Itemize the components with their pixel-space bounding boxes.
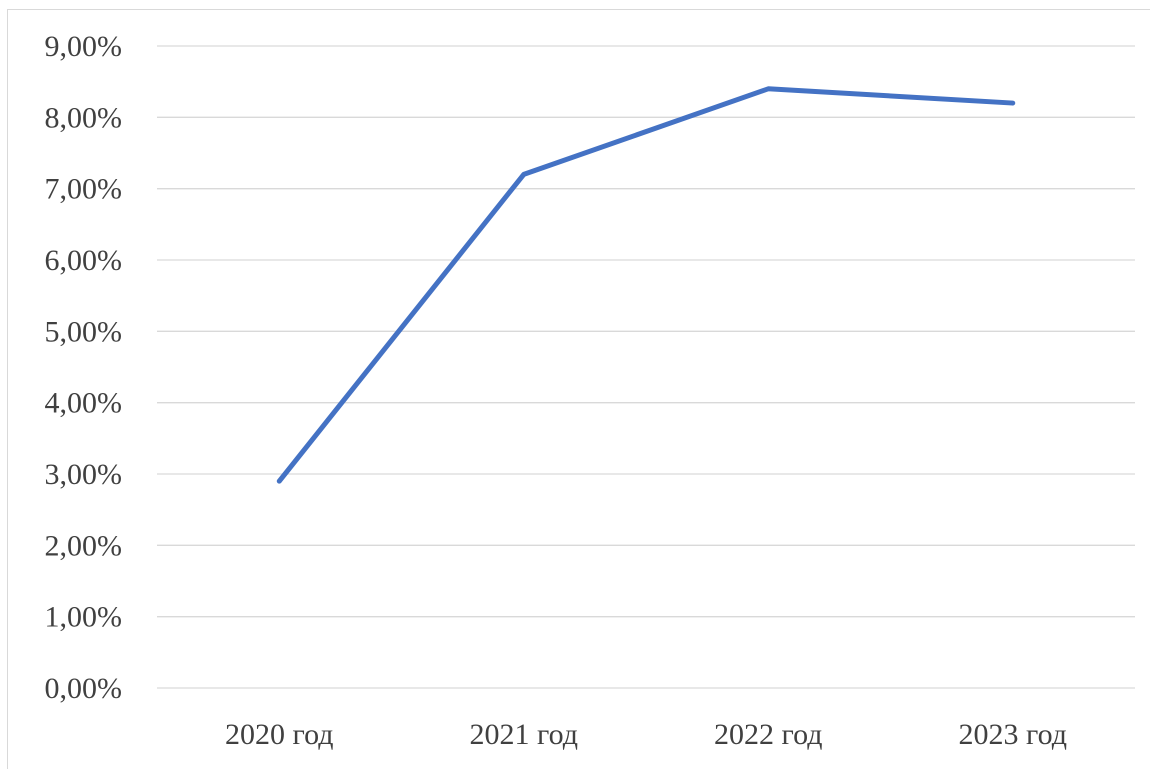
y-tick-label: 9,00% [45,30,123,63]
y-axis-tick-labels: 0,00% 1,00% 2,00% 3,00% 4,00% 5,00% 6,00% 7,00%… [45,30,123,705]
gridlines [157,45,1135,689]
series-layer [276,86,1016,484]
y-tick-label: 0,00% [45,672,123,705]
x-axis-tick-labels: 2020 год 2021 год 2022 год 2023 год [225,718,1067,751]
y-tick-label: 4,00% [45,387,123,420]
y-tick-label: 5,00% [45,315,123,348]
y-tick-label: 8,00% [45,101,123,134]
chart-frame [7,9,1150,769]
x-tick-label: 2023 год [959,718,1067,751]
x-tick-label: 2020 год [225,718,333,751]
y-tick-label: 7,00% [45,173,123,206]
x-tick-label: 2021 год [470,718,578,751]
y-tick-label: 1,00% [45,601,123,634]
x-tick-label: 2022 год [714,718,822,751]
y-tick-label: 2,00% [45,529,123,562]
y-tick-label: 3,00% [45,458,123,491]
series-line [276,86,1016,484]
y-tick-label: 6,00% [45,244,123,277]
